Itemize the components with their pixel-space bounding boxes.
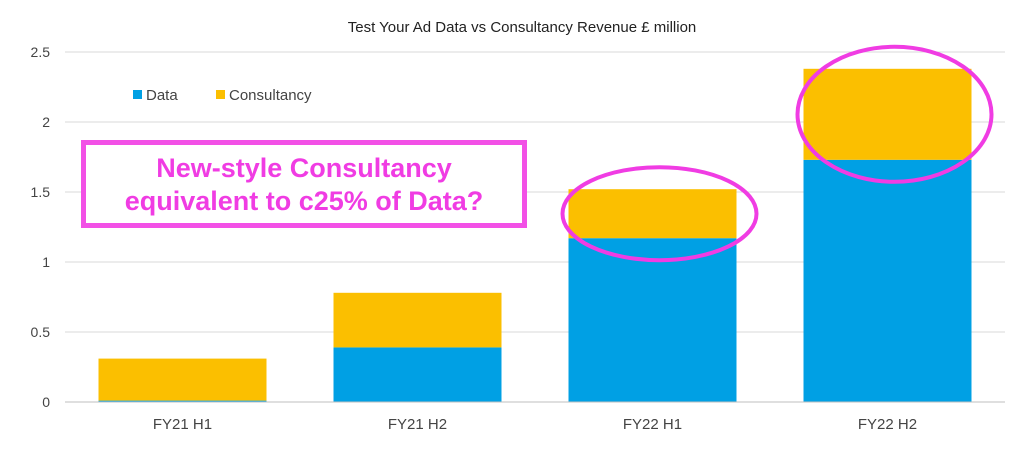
y-tick-label-5: 2.5 xyxy=(31,44,51,60)
y-tick-label-2: 1 xyxy=(42,254,50,270)
annotation-callout: New-style Consultancy equivalent to c25%… xyxy=(81,140,527,228)
bar-data-2 xyxy=(568,238,737,402)
bar-data-3 xyxy=(803,159,972,402)
bars xyxy=(98,68,972,402)
legend-label-data: Data xyxy=(146,87,178,104)
x-tick-label-0: FY21 H1 xyxy=(153,416,212,433)
y-tick-label-3: 1.5 xyxy=(31,184,51,200)
y-tick-label-0: 0 xyxy=(42,394,50,410)
legend-swatch-data xyxy=(133,90,142,99)
chart-title: Test Your Ad Data vs Consultancy Revenue… xyxy=(348,19,697,36)
highlight-ellipses xyxy=(560,44,994,263)
highlight-ellipse-2 xyxy=(560,165,759,263)
bar-consultancy-1 xyxy=(333,292,502,348)
bar-consultancy-2 xyxy=(568,189,737,239)
legend: Data Consultancy xyxy=(133,87,312,104)
bar-consultancy-0 xyxy=(98,358,267,401)
annotation-line-2: equivalent to c25% of Data? xyxy=(124,186,484,216)
legend-label-consultancy: Consultancy xyxy=(229,87,312,104)
x-tick-label-2: FY22 H1 xyxy=(623,416,682,433)
y-tick-label-4: 2 xyxy=(42,114,50,130)
bar-data-0 xyxy=(98,400,267,402)
x-tick-label-1: FY21 H2 xyxy=(388,416,447,433)
bar-data-1 xyxy=(333,347,502,402)
axes: 0 0.5 1 1.5 2 2.5 FY21 H1 FY21 H2 FY22 H1 FY22 H2 xyxy=(31,44,1005,433)
highlight-ellipse-3 xyxy=(795,44,994,184)
y-tick-label-1: 0.5 xyxy=(31,324,51,340)
x-tick-label-3: FY22 H2 xyxy=(858,416,917,433)
legend-swatch-consultancy xyxy=(216,90,225,99)
bar-consultancy-3 xyxy=(803,68,972,160)
annotation-line-1: New-style Consultancy xyxy=(156,153,452,183)
